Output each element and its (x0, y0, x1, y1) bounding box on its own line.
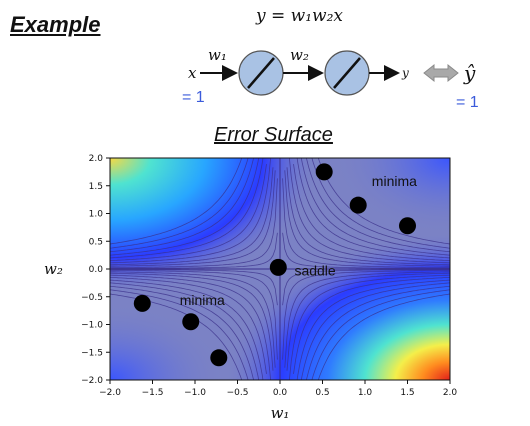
target-yhat-value: = 1 (456, 94, 479, 111)
contour-line (284, 271, 450, 368)
surface-title: Error Surface (214, 124, 333, 146)
x-axis-ticks: −2.0 −1.5 −1.0 −0.5 0.0 0.5 1.0 1.5 2.0 (99, 380, 457, 398)
page-title: Example (10, 12, 101, 37)
contour-line (284, 170, 450, 267)
x-tick-label: −0.5 (227, 388, 249, 398)
contour-line (110, 269, 278, 306)
x-tick-label: 2.0 (443, 388, 458, 398)
weight-w2-label: w₂ (290, 46, 309, 64)
x-tick-label: 1.0 (358, 388, 373, 398)
data-points (133, 163, 416, 367)
data-point (349, 196, 367, 214)
x-tick-label: −1.0 (184, 388, 206, 398)
y-tick-label: 0.0 (89, 265, 104, 275)
x-axis-label: w₁ (271, 404, 290, 422)
contour-line (317, 158, 450, 245)
x-tick-label: 1.5 (400, 388, 414, 398)
compare-double-arrow-icon (423, 63, 459, 83)
contour-line (311, 289, 450, 380)
contour-line (282, 270, 450, 360)
contour-line (293, 276, 450, 374)
y-tick-label: −1.0 (81, 321, 103, 331)
input-x-value: = 1 (182, 89, 205, 106)
y-tick-label: −0.5 (81, 293, 103, 303)
contour-line (296, 158, 450, 259)
x-tick-label: −2.0 (99, 388, 121, 398)
contour-line (293, 164, 450, 262)
x-tick-label: 0.0 (273, 388, 288, 398)
contour-line (110, 274, 272, 380)
y-tick-label: 1.0 (89, 210, 104, 220)
data-point (210, 349, 228, 367)
contour-line (110, 158, 260, 256)
contour-line (110, 279, 264, 380)
data-point (269, 258, 287, 276)
contour-line (110, 158, 249, 249)
contour-line (282, 269, 450, 306)
plot-area: minima saddle minima (109, 157, 451, 381)
contour-line (296, 279, 450, 380)
y-axis-ticks: 2.0 1.5 1.0 0.5 0.0 −0.5 −1.0 −1.5 −2.0 (81, 154, 110, 386)
formula-text: y = w₁w₂x (256, 6, 343, 26)
data-point (315, 163, 333, 181)
annotations: minima saddle minima (180, 173, 417, 308)
contour-line (286, 272, 450, 371)
contour-line (110, 167, 274, 266)
contour-line (300, 282, 450, 380)
contour-line (300, 158, 450, 256)
weight-w1-label: w₁ (208, 46, 227, 64)
contour-line (286, 167, 450, 266)
target-yhat-label: ŷ (463, 61, 476, 85)
data-point (182, 313, 200, 331)
neuron-2-linear-icon (333, 57, 361, 89)
contour-line (288, 274, 450, 380)
output-y-label: y (401, 66, 409, 80)
contour-line (305, 158, 450, 253)
contour-line (110, 158, 272, 264)
contour-line (110, 164, 267, 262)
contour-line (282, 232, 450, 269)
contour-line (110, 272, 274, 371)
contour-line (110, 270, 278, 360)
input-x-label: x (188, 64, 197, 82)
contour-line (110, 170, 276, 267)
y-tick-label: 1.5 (89, 182, 103, 192)
contour-line (110, 271, 276, 368)
x-tick-label: −1.5 (142, 388, 164, 398)
contour-line (110, 285, 255, 380)
annotation-label: minima (180, 292, 225, 308)
contour-line (282, 178, 450, 268)
contour-line (110, 158, 264, 259)
y-tick-label: −1.5 (81, 348, 103, 358)
contour-line (110, 158, 243, 245)
contour-lines (110, 158, 450, 380)
contour-line (110, 289, 249, 380)
annotation-label: saddle (294, 263, 335, 279)
contour-line (110, 178, 278, 268)
contour-line (110, 232, 278, 269)
x-tick-label: 0.5 (315, 388, 329, 398)
annotation-label: minima (372, 173, 417, 189)
contour-line (311, 158, 450, 249)
contour-line (305, 285, 450, 380)
contour-line (110, 293, 243, 380)
contour-line (110, 282, 260, 380)
neuron-1-linear-icon (247, 57, 275, 89)
y-tick-label: −2.0 (81, 376, 103, 386)
y-tick-label: 0.5 (89, 237, 103, 247)
network-diagram: x = 1 w₁ w₂ y ŷ = 1 (182, 46, 479, 111)
contour-line (110, 276, 267, 374)
contour-line (288, 158, 450, 264)
contour-line (317, 293, 450, 380)
error-surface-chart: minima saddle minima −2.0 −1.5 −1.0 −0.5 0.0 0.… (44, 154, 457, 422)
y-tick-label: 2.0 (89, 154, 104, 164)
data-point (133, 294, 151, 312)
y-axis-label: w₂ (44, 260, 63, 278)
data-point (399, 217, 416, 235)
contour-line (110, 158, 255, 253)
